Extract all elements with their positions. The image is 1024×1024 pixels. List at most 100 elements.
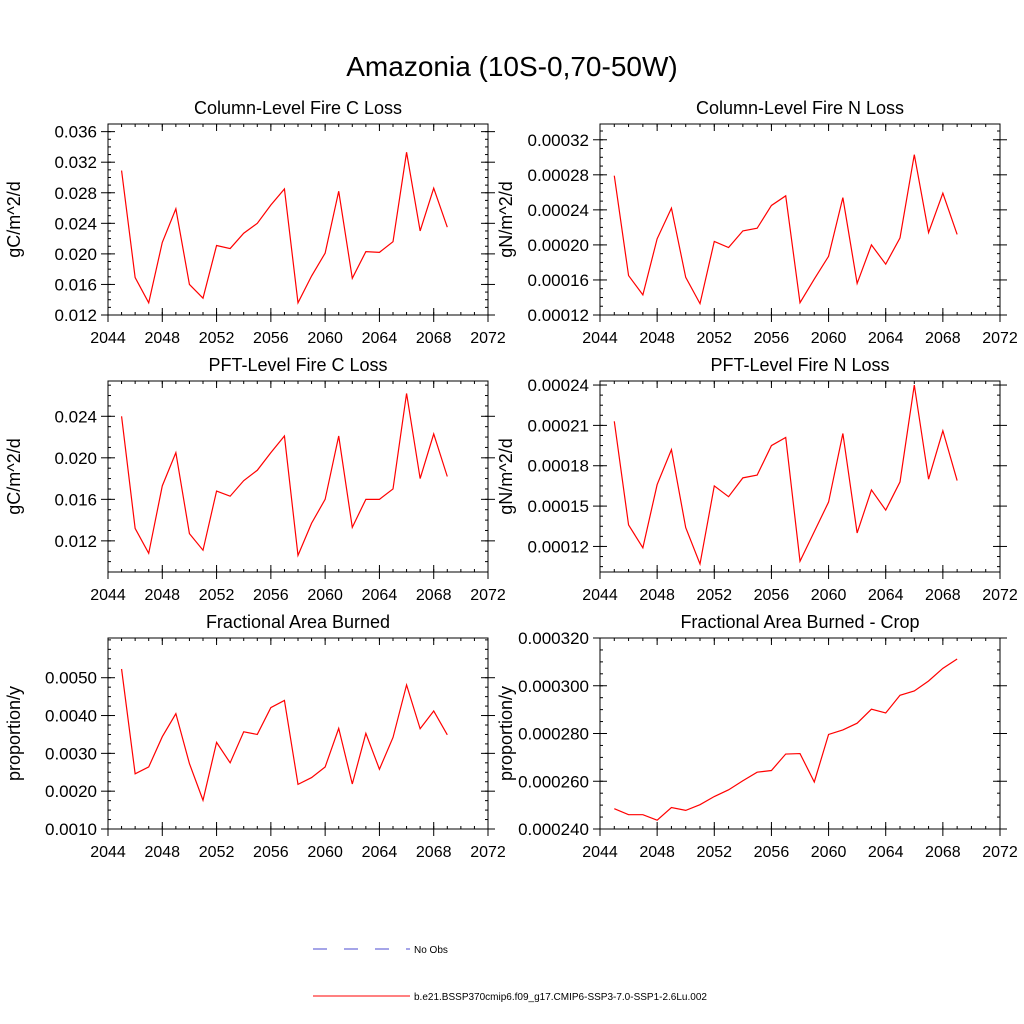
x-tick-label: 2064 [868,844,904,861]
x-tick-label: 2068 [925,330,961,347]
x-tick-label: 2072 [982,844,1018,861]
panel-title: PFT-Level Fire C Loss [208,355,387,375]
x-tick-label: 2048 [639,587,675,604]
plot-frame [107,380,489,573]
y-tick-label: 0.00032 [528,131,589,150]
x-tick-label: 2064 [868,330,904,347]
y-axis-label: gN/m^2/d [496,438,516,514]
y-tick-label: 0.036 [54,123,97,142]
plot-frame [107,123,489,316]
x-tick-label: 2044 [582,330,618,347]
panel-title: Column-Level Fire N Loss [696,98,904,118]
y-tick-label: 0.012 [54,306,97,325]
panel-6: Fractional Area Burned - Crop proportion/… [496,612,1018,861]
x-tick-label: 2044 [582,587,618,604]
x-tick-label: 2056 [754,587,790,604]
x-tick-label: 2044 [582,844,618,861]
y-tick-label: 0.00018 [528,457,589,476]
x-tick-label: 2072 [470,844,506,861]
panel-title: Column-Level Fire C Loss [194,98,402,118]
y-axis-label: gC/m^2/d [4,438,24,514]
panel-5: Fractional Area Burned proportion/y 2044 20… [4,612,506,861]
y-tick-label: 0.000240 [518,820,589,839]
x-tick-label: 2064 [868,587,904,604]
y-tick-label: 0.000320 [518,629,589,648]
legend: No Obs b.e21.BSSP370cmip6.f09_g17.CMIP6-… [313,945,707,1003]
plot-frame [599,123,1001,316]
plot-frame [107,637,489,830]
x-tick-label: 2060 [811,330,847,347]
y-tick-label: 0.024 [54,214,97,233]
x-tick-label: 2048 [144,587,180,604]
x-tick-label: 2056 [253,844,289,861]
y-axis-label: gN/m^2/d [496,181,516,257]
x-tick-label: 2060 [811,587,847,604]
y-tick-label: 0.024 [54,407,97,426]
y-tick-label: 0.000300 [518,677,589,696]
x-tick-label: 2044 [90,587,126,604]
legend-no-obs-label: No Obs [414,945,448,956]
y-axis-label: proportion/y [496,686,516,781]
x-tick-label: 2068 [416,330,452,347]
x-tick-label: 2068 [416,587,452,604]
y-tick-label: 0.020 [54,245,97,264]
panel-title: Fractional Area Burned - Crop [680,612,919,632]
y-axis-label: proportion/y [4,686,24,781]
y-tick-label: 0.0030 [45,744,97,763]
panel-4: PFT-Level Fire N Loss gN/m^2/d 2044 2048 205… [496,355,1018,604]
x-tick-label: 2068 [925,587,961,604]
x-tick-label: 2052 [199,330,235,347]
y-tick-label: 0.0050 [45,669,97,688]
x-tick-label: 2056 [253,330,289,347]
x-tick-label: 2048 [639,330,675,347]
y-tick-label: 0.016 [54,490,97,509]
x-tick-label: 2056 [754,330,790,347]
x-tick-label: 2064 [362,844,398,861]
x-tick-label: 2060 [307,330,343,347]
x-tick-label: 2060 [811,844,847,861]
y-tick-label: 0.00012 [528,306,589,325]
x-tick-label: 2044 [90,844,126,861]
series-line [120,152,448,305]
y-tick-label: 0.000260 [518,772,589,791]
y-tick-label: 0.000280 [518,725,589,744]
series-line [614,658,958,821]
x-tick-label: 2052 [696,330,732,347]
x-tick-label: 2052 [199,844,235,861]
x-tick-label: 2072 [470,587,506,604]
x-tick-label: 2044 [90,330,126,347]
y-tick-label: 0.0040 [45,707,97,726]
y-tick-label: 0.012 [54,532,97,551]
x-tick-label: 2056 [754,844,790,861]
y-tick-label: 0.00021 [528,416,589,435]
x-tick-label: 2072 [982,330,1018,347]
legend-case-label: b.e21.BSSP370cmip6.f09_g17.CMIP6-SSP3-7.… [414,992,707,1003]
panel-title: PFT-Level Fire N Loss [710,355,889,375]
x-tick-label: 2072 [982,587,1018,604]
x-tick-label: 2068 [925,844,961,861]
x-tick-label: 2068 [416,844,452,861]
panel-title: Fractional Area Burned [206,612,390,632]
series-line [120,393,448,558]
y-tick-label: 0.020 [54,449,97,468]
panel-3: PFT-Level Fire C Loss gC/m^2/d 2044 2048 205… [4,355,506,604]
panel-1: Column-Level Fire C Loss gC/m^2/d 2044 2048… [4,98,506,347]
x-tick-label: 2052 [696,587,732,604]
y-tick-label: 0.0020 [45,782,97,801]
y-tick-label: 0.0010 [45,820,97,839]
y-tick-label: 0.016 [54,275,97,294]
x-tick-label: 2060 [307,587,343,604]
y-tick-label: 0.00015 [528,497,589,516]
x-tick-label: 2052 [199,587,235,604]
y-tick-label: 0.00024 [528,201,589,220]
y-tick-label: 0.00016 [528,271,589,290]
figure-title: Amazonia (10S-0,70-50W) [346,51,677,82]
y-axis-label: gC/m^2/d [4,181,24,257]
plot-frame [599,637,1001,830]
y-tick-label: 0.00020 [528,236,589,255]
series-line [613,154,958,306]
y-tick-label: 0.00012 [528,537,589,556]
x-tick-label: 2048 [144,330,180,347]
series-line [613,384,958,567]
